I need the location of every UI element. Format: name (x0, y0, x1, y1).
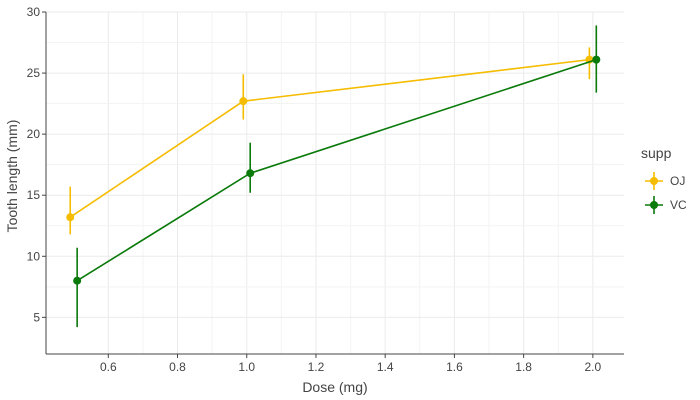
x-axis-title: Dose (mg) (302, 379, 367, 395)
y-tick-label: 15 (27, 188, 41, 202)
x-tick-label: 0.8 (169, 360, 186, 374)
legend-key-point-oj (650, 177, 658, 185)
y-tick-label: 30 (27, 5, 41, 19)
series-oj (66, 47, 594, 235)
legend-item-oj: OJ (645, 172, 685, 190)
series-vc (73, 25, 601, 328)
data-point-oj (66, 213, 75, 222)
data-point-oj (239, 97, 248, 106)
y-axis-title: Tooth length (mm) (4, 120, 20, 233)
legend-key-point-vc (650, 201, 658, 209)
y-tick-label: 10 (27, 249, 41, 263)
legend-title: supp (641, 145, 672, 161)
x-tick-label: 2.0 (585, 360, 602, 374)
y-tick-label: 20 (27, 127, 41, 141)
legend: supp OJ VC (641, 145, 687, 214)
legend-label-oj: OJ (670, 174, 685, 188)
series (66, 25, 601, 328)
data-point-vc (246, 169, 255, 178)
x-tick-label: 1.4 (377, 360, 394, 374)
axes: 0.6 0.8 1.0 1.2 1.4 1.6 1.8 2.0 5 10 15 20 25 30 (27, 5, 624, 374)
y-tick-label: 5 (33, 310, 40, 324)
series-line-oj (69, 58, 590, 218)
legend-label-vc: VC (670, 198, 687, 212)
x-tick-label: 1.6 (446, 360, 463, 374)
x-tick-label: 1.0 (238, 360, 255, 374)
x-tick-label: 1.8 (515, 360, 532, 374)
legend-item-vc: VC (645, 196, 687, 214)
data-point-vc (592, 55, 601, 64)
x-tick-label: 1.2 (308, 360, 325, 374)
data-point-vc (73, 276, 82, 285)
y-tick-label: 25 (27, 66, 41, 80)
series-line-vc (76, 58, 597, 282)
grid (46, 11, 624, 354)
x-tick-label: 0.6 (100, 360, 117, 374)
